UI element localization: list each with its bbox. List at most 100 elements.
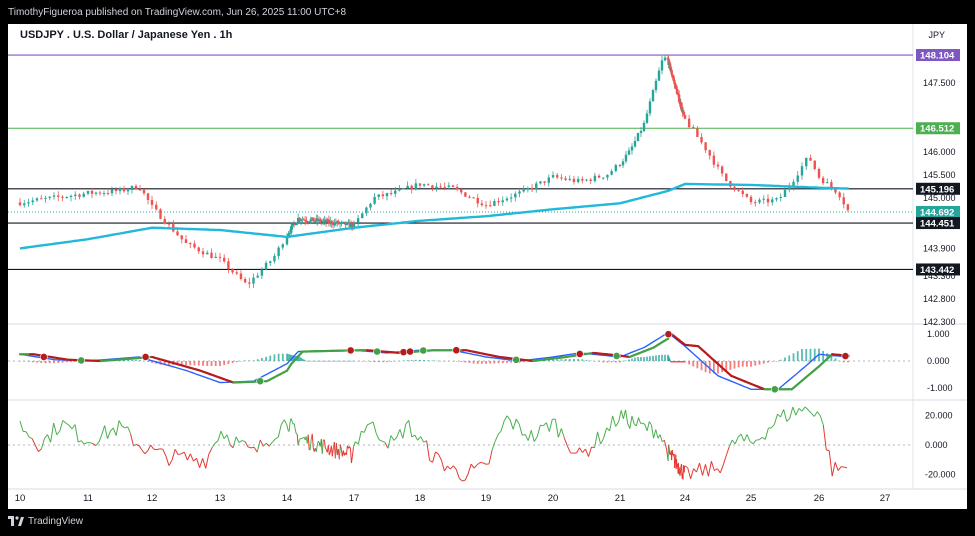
oscillator-line bbox=[731, 439, 736, 445]
candle-body bbox=[464, 192, 467, 197]
candle-body bbox=[796, 175, 799, 182]
oscillator-line bbox=[622, 409, 627, 420]
oscillator-line bbox=[426, 440, 431, 461]
candle-body bbox=[725, 173, 728, 182]
oscillator-line bbox=[133, 443, 137, 447]
macd-histogram-bar bbox=[340, 360, 343, 362]
macd-histogram-bar bbox=[252, 360, 255, 361]
oscillator-line bbox=[455, 469, 460, 479]
candle-body bbox=[369, 203, 372, 208]
oscillator-line bbox=[429, 459, 433, 463]
candle-body bbox=[672, 77, 675, 79]
oscillator-line bbox=[625, 409, 629, 424]
oscillator-line bbox=[816, 411, 821, 417]
oscillator-line bbox=[296, 433, 299, 446]
candle-body bbox=[673, 82, 677, 84]
candle-body bbox=[493, 201, 496, 206]
macd-histogram-bar bbox=[745, 361, 748, 367]
candle-body bbox=[683, 115, 687, 119]
oscillator-line bbox=[38, 448, 42, 452]
macd-histogram-bar bbox=[277, 353, 280, 361]
oscillator-line bbox=[609, 415, 614, 432]
macd-histogram-bar bbox=[19, 361, 21, 362]
candle-body bbox=[57, 195, 60, 197]
oscillator-line bbox=[777, 413, 781, 418]
candle-body bbox=[737, 190, 740, 192]
oscillator-line bbox=[464, 473, 469, 481]
candle-body bbox=[48, 196, 51, 198]
macd-histogram-bar bbox=[288, 354, 291, 361]
candle-body bbox=[142, 189, 146, 194]
macd-histogram-bar bbox=[127, 359, 129, 361]
chart-frame[interactable]: 147.500 146.000 145.500 145.000 143.900 143.3… bbox=[8, 24, 967, 509]
macd-histogram-bar bbox=[44, 361, 47, 364]
candle-body bbox=[771, 199, 774, 203]
candle-body bbox=[788, 186, 791, 190]
candle-body bbox=[633, 141, 637, 147]
macd-histogram-bar bbox=[65, 361, 68, 363]
chart-canvas[interactable]: 147.500 146.000 145.500 145.000 143.900 143.3… bbox=[8, 24, 967, 509]
candle-body bbox=[98, 192, 102, 194]
macd-histogram-bar bbox=[402, 360, 405, 362]
oscillator-line bbox=[642, 422, 646, 426]
candle-body bbox=[291, 224, 294, 227]
candle-body bbox=[322, 220, 325, 222]
macd-histogram-bar bbox=[361, 361, 364, 362]
candle-body bbox=[277, 247, 280, 257]
oscillator-line bbox=[488, 450, 493, 465]
candle-body bbox=[264, 262, 268, 270]
candle-body bbox=[645, 113, 649, 123]
candle-body bbox=[675, 86, 678, 90]
macd-histogram-bar bbox=[610, 361, 613, 363]
candle-body bbox=[35, 198, 39, 201]
macd-histogram-bar bbox=[661, 354, 663, 361]
candle-body bbox=[576, 178, 580, 183]
macd-histogram-bar bbox=[750, 361, 752, 367]
candle-body bbox=[682, 111, 686, 115]
candle-body bbox=[671, 74, 674, 77]
oscillator-line bbox=[316, 441, 319, 446]
oscillator-line bbox=[414, 434, 419, 441]
candle-body bbox=[418, 183, 422, 186]
oscillator-line bbox=[657, 434, 661, 439]
oscillator-line bbox=[646, 421, 650, 432]
oscillator-line bbox=[232, 436, 237, 449]
oscillator-line bbox=[699, 462, 703, 476]
oscillator-line bbox=[244, 441, 249, 448]
macd-histogram-bar bbox=[456, 361, 459, 362]
candle-body bbox=[326, 219, 329, 223]
macd-histogram-bar bbox=[350, 360, 353, 362]
macd-histogram-bar bbox=[497, 361, 500, 364]
candle-body bbox=[231, 269, 234, 273]
oscillator-line bbox=[594, 431, 599, 448]
macd-histogram-bar bbox=[435, 360, 438, 362]
macd-histogram-bar bbox=[443, 361, 446, 362]
macd-histogram-bar bbox=[625, 360, 627, 361]
candle-body bbox=[677, 94, 681, 102]
tradingview-footer: TradingView bbox=[8, 516, 83, 527]
oscillator-line bbox=[807, 409, 812, 414]
candle-body bbox=[118, 188, 122, 192]
oscillator-line bbox=[563, 438, 568, 447]
macd-histogram-bar bbox=[737, 361, 740, 368]
oscillator-line bbox=[515, 418, 520, 425]
candle-body bbox=[361, 213, 364, 219]
macd-histogram-bar bbox=[489, 361, 492, 364]
candle-body bbox=[497, 201, 500, 203]
macd-histogram-bar bbox=[801, 348, 803, 361]
oscillator-line bbox=[540, 424, 544, 427]
oscillator-line bbox=[554, 419, 559, 438]
macd-histogram-bar bbox=[206, 361, 209, 366]
macd-histogram-bar bbox=[669, 360, 672, 361]
candle-body bbox=[427, 184, 430, 186]
oscillator-line bbox=[104, 425, 109, 439]
candle-body bbox=[74, 194, 77, 196]
oscillator-line bbox=[328, 451, 331, 456]
candle-body bbox=[749, 196, 753, 203]
candle-body bbox=[657, 70, 661, 81]
oscillator-line bbox=[275, 436, 279, 440]
macd-histogram-bar bbox=[664, 354, 666, 361]
candle-body bbox=[27, 202, 30, 204]
candle-body bbox=[61, 196, 64, 198]
oscillator-line bbox=[162, 449, 167, 457]
